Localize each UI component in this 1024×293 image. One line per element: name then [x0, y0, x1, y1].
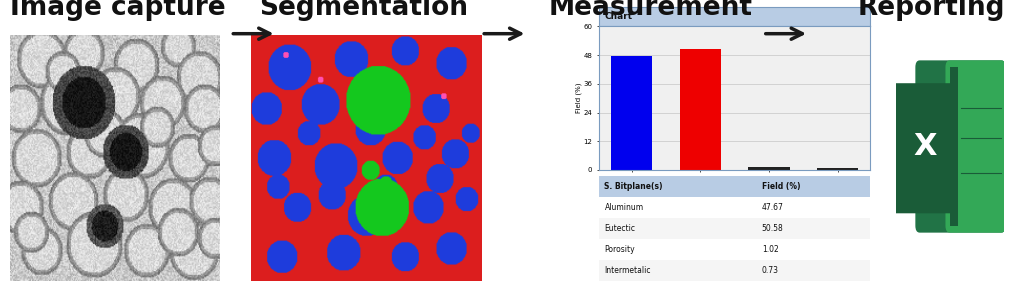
Text: Intermetalic: Intermetalic [604, 266, 651, 275]
Text: 1.02: 1.02 [762, 245, 778, 254]
Text: X: X [913, 132, 937, 161]
Text: Field (%): Field (%) [762, 182, 801, 191]
Text: Chart: Chart [604, 12, 633, 21]
Bar [599, 239, 870, 260]
FancyBboxPatch shape [893, 83, 957, 213]
Text: Aluminum: Aluminum [604, 203, 644, 212]
Bar [611, 56, 652, 170]
Bar [599, 176, 870, 197]
FancyBboxPatch shape [945, 60, 1006, 233]
Text: S. Bitplane(s): S. Bitplane(s) [604, 182, 663, 191]
Text: Reporting: Reporting [858, 0, 1006, 21]
X-axis label: Source Bitplane(s): Source Bitplane(s) [702, 184, 767, 191]
Text: Segmentation: Segmentation [259, 0, 468, 21]
Text: Eutectic: Eutectic [604, 224, 636, 233]
Text: Porosity: Porosity [604, 245, 635, 254]
Bar [817, 168, 858, 170]
Bar [950, 67, 958, 226]
Text: Image capture: Image capture [10, 0, 225, 21]
Bar [749, 168, 790, 170]
Text: 0.73: 0.73 [762, 266, 779, 275]
Bar [680, 49, 721, 170]
Bar [599, 260, 870, 281]
Text: 50.58: 50.58 [762, 224, 783, 233]
FancyBboxPatch shape [915, 60, 1006, 233]
Text: Measurement: Measurement [548, 0, 753, 21]
Text: 47.67: 47.67 [762, 203, 783, 212]
Bar [599, 197, 870, 218]
Y-axis label: Field (%): Field (%) [575, 83, 582, 113]
Bar [599, 218, 870, 239]
